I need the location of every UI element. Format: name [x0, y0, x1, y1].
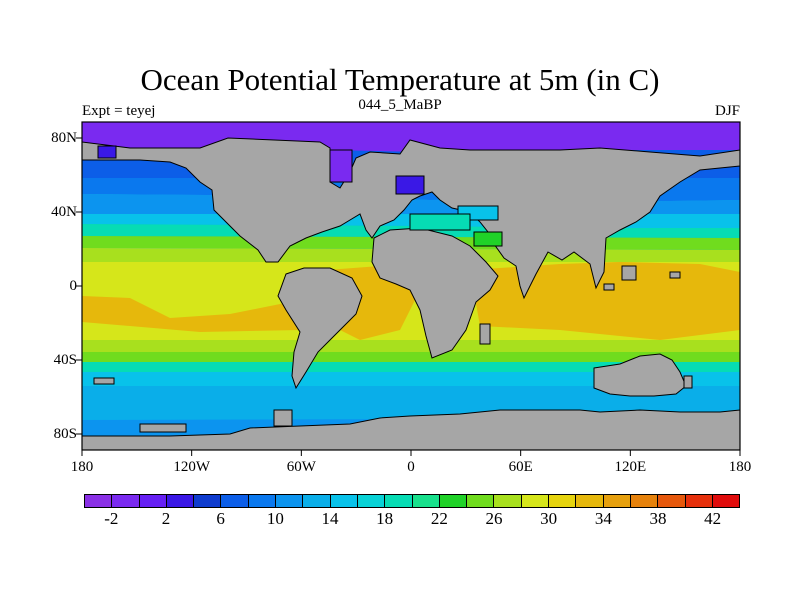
lon-tick-label: 60E [508, 459, 533, 475]
colorbar-swatch [330, 495, 358, 507]
colorbar-swatch [248, 495, 277, 507]
colorbar-swatch [276, 495, 304, 507]
lon-tick-label: 60W [286, 459, 316, 475]
lon-tick-label: 180 [70, 459, 94, 475]
colorbar-swatch [494, 495, 522, 507]
colorbar-swatch [658, 495, 686, 507]
colorbar-swatch [221, 495, 249, 507]
colorbar-label: 2 [161, 509, 171, 528]
lat-tick-label: 80N [51, 130, 77, 146]
season-label: DJF [714, 103, 740, 119]
colorbar-label: 42 [704, 509, 722, 528]
colorbar-swatch [603, 495, 631, 507]
colorbar-swatch [139, 495, 167, 507]
colorbar-swatch [521, 495, 550, 507]
colorbar-swatch [685, 495, 713, 507]
colorbar-swatch [549, 495, 577, 507]
polar-seas [97, 145, 503, 247]
colorbar-swatch [712, 495, 740, 507]
colorbar-label: -2 [104, 509, 119, 528]
lat-tick-label: 80S [53, 426, 77, 442]
colorbar-label: 34 [594, 509, 612, 528]
colorbar-label: 14 [321, 509, 339, 528]
colorbar-swatch [166, 495, 195, 507]
tick-marks [76, 137, 741, 456]
colorbar-label: 26 [485, 509, 503, 528]
colorbar-label: 30 [540, 509, 558, 528]
experiment-label: Expt = teyej [82, 103, 156, 119]
time-period-label: 044_5_MaBP [358, 97, 442, 113]
colorbar-swatch [303, 495, 331, 507]
colorbar-swatch [112, 495, 140, 507]
colorbar-label: 22 [430, 509, 448, 528]
colorbar-label: 6 [216, 509, 225, 528]
colorbar-swatch [385, 495, 413, 507]
lon-tick-label: 0 [407, 459, 415, 475]
colorbar-swatch [194, 495, 222, 507]
colorbar-swatch [85, 495, 113, 507]
land-masses [82, 137, 740, 450]
map-field [82, 122, 740, 450]
lat-tick-label: 40S [53, 352, 77, 368]
colorbar-swatch [576, 495, 604, 507]
colorbar-swatch [439, 495, 468, 507]
lon-tick-label: 120E [614, 459, 647, 475]
lon-tick-label: 120W [173, 459, 210, 475]
colorbar-label: 10 [266, 509, 284, 528]
colorbar-swatch [412, 495, 440, 507]
chart-title: Ocean Potential Temperature at 5m (in C) [140, 62, 660, 97]
colorbar-swatch [357, 495, 386, 507]
lon-tick-label: 180 [728, 459, 752, 475]
colorbar-swatch [467, 495, 495, 507]
colorbar-label: 38 [649, 509, 667, 528]
colorbar-label: 18 [376, 509, 394, 528]
colorbar-swatch [630, 495, 659, 507]
colorbar [84, 494, 740, 508]
lat-tick-label: 40N [51, 204, 77, 220]
lat-tick-label: 0 [69, 278, 78, 294]
